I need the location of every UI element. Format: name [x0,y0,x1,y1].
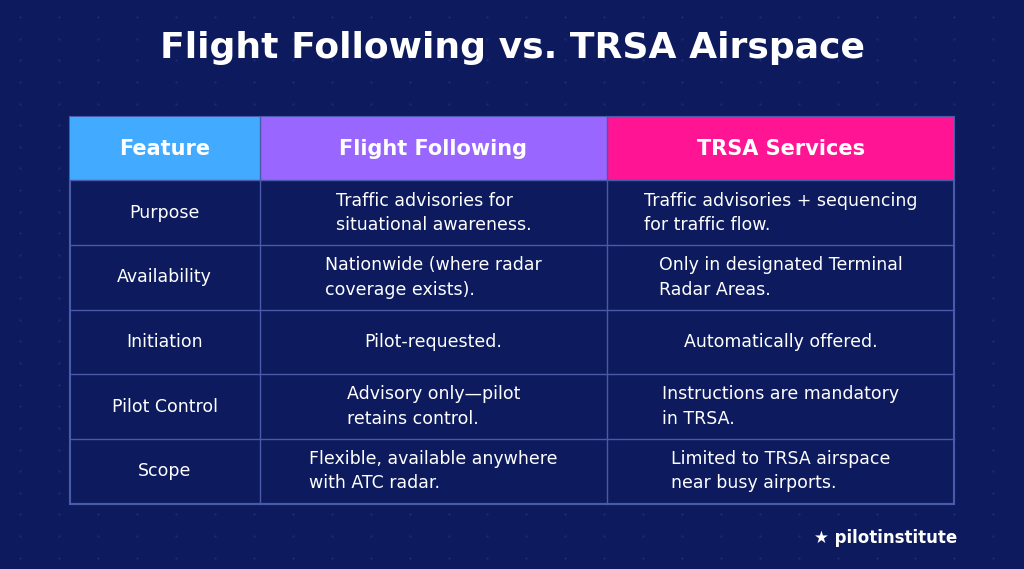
Text: ★ pilotinstitute: ★ pilotinstitute [814,529,957,547]
Text: Feature: Feature [119,139,210,159]
Text: Purpose: Purpose [130,204,200,222]
Text: Instructions are mandatory
in TRSA.: Instructions are mandatory in TRSA. [663,385,899,428]
Text: Flight Following vs. TRSA Airspace: Flight Following vs. TRSA Airspace [160,31,864,65]
Text: Only in designated Terminal
Radar Areas.: Only in designated Terminal Radar Areas. [658,256,902,299]
Text: Availability: Availability [118,269,212,286]
FancyBboxPatch shape [70,117,954,504]
Text: Limited to TRSA airspace
near busy airports.: Limited to TRSA airspace near busy airpo… [671,450,891,492]
Text: Pilot-requested.: Pilot-requested. [365,333,503,351]
Text: Advisory only—pilot
retains control.: Advisory only—pilot retains control. [347,385,520,428]
Text: Nationwide (where radar
coverage exists).: Nationwide (where radar coverage exists)… [325,256,542,299]
Text: Flight Following: Flight Following [340,139,527,159]
FancyBboxPatch shape [260,117,607,180]
Text: Traffic advisories + sequencing
for traffic flow.: Traffic advisories + sequencing for traf… [644,192,918,234]
FancyBboxPatch shape [70,117,260,180]
Text: Flexible, available anywhere
with ATC radar.: Flexible, available anywhere with ATC ra… [309,450,558,492]
Text: TRSA Services: TRSA Services [696,139,865,159]
Text: Pilot Control: Pilot Control [112,398,218,415]
Text: Scope: Scope [138,462,191,480]
Text: Initiation: Initiation [126,333,203,351]
FancyBboxPatch shape [607,117,954,180]
Text: Traffic advisories for
situational awareness.: Traffic advisories for situational aware… [336,192,531,234]
Text: Automatically offered.: Automatically offered. [684,333,878,351]
